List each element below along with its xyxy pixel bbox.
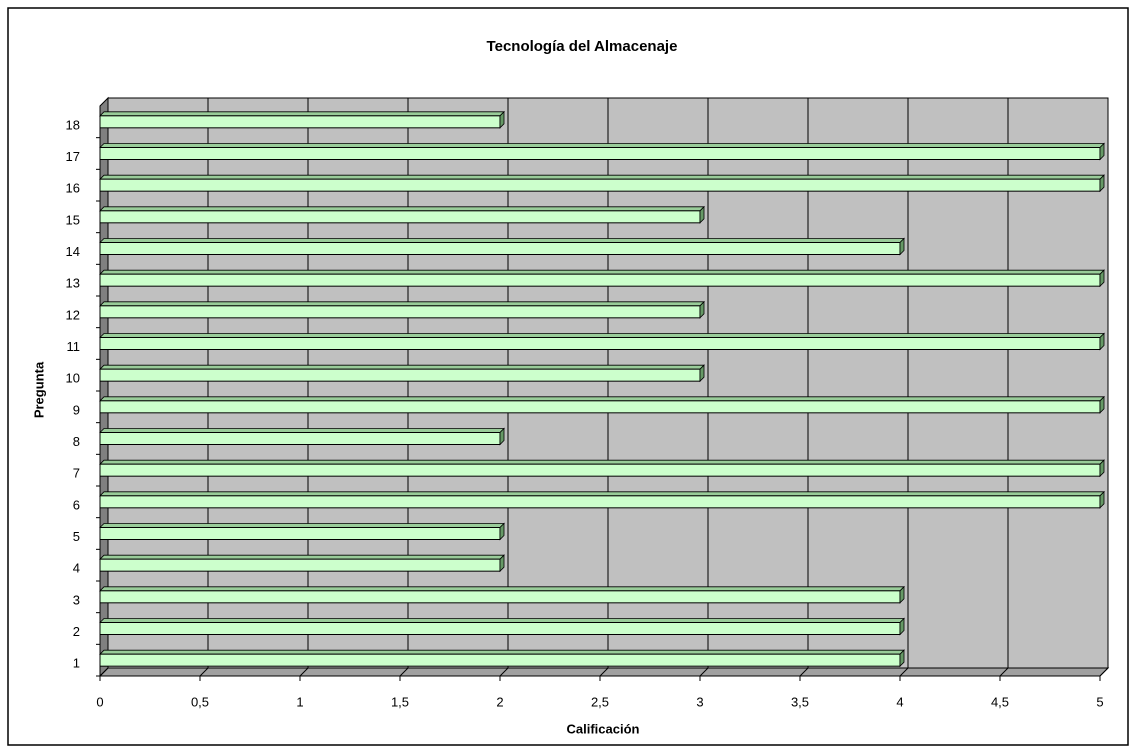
x-tick-label: 3,5 [791,694,809,709]
y-tick-label: 2 [73,624,80,639]
bar-top [99,143,1105,148]
bar-end [1099,142,1105,161]
y-axis-label: Pregunta [31,361,46,418]
bar-end [499,110,505,129]
bar [99,400,1101,414]
bar-top [99,428,505,433]
grid-line-floor [999,667,1009,677]
x-tick-label: 2,5 [591,694,609,709]
bar-top [99,618,905,623]
bar-end [1099,490,1105,509]
bar [99,463,1101,477]
chart-title: Tecnología del Almacenaje [487,38,678,55]
bar-top [99,364,705,370]
bar-top [99,649,905,655]
bar [99,210,701,224]
y-tick-label: 9 [73,402,80,417]
y-tick-label: 15 [66,212,80,227]
bar-top [99,174,1105,180]
bar [99,622,901,635]
bar-top [99,333,1105,338]
bar [99,115,501,129]
bar-end [1099,459,1105,478]
grid-line-floor [299,667,309,677]
bar-end [1099,395,1105,414]
bar [99,527,501,540]
bar [99,305,701,319]
y-tick-label: 17 [66,149,80,164]
bar-top [99,269,1105,275]
bar [99,273,1101,287]
x-tick-label: 4,5 [991,694,1009,709]
bar-end [499,554,505,573]
bar [99,147,1101,160]
bar-end [899,585,905,604]
bar [99,337,1101,350]
bar [99,178,1101,192]
y-tick-label: 14 [66,244,80,259]
y-tick-label: 8 [73,434,80,449]
y-tick-label: 16 [66,181,80,196]
bar-end [499,522,505,541]
bar-top [99,491,1105,497]
bar-top [99,238,905,243]
x-tick-label: 1 [296,694,303,709]
bar-top [99,523,505,528]
bar-end [1099,332,1105,351]
bar-top [99,459,1105,465]
bar-end [499,427,505,446]
bar-end [899,237,905,256]
y-tick-label: 4 [73,561,80,576]
x-tick-label: 2 [496,694,503,709]
bar-top [99,554,505,560]
bar-end [699,364,705,383]
grid-line-floor [199,667,209,677]
grid-line-floor [399,667,409,677]
bar-end [699,205,705,224]
bar-top [99,586,905,592]
x-tick-label: 3 [696,694,703,709]
bar-end [899,617,905,636]
bar-top [99,301,705,307]
bar-end [1099,174,1105,193]
y-tick-label: 13 [66,276,80,291]
bar [99,558,501,572]
bar [99,590,901,604]
y-tick-label: 18 [66,117,80,132]
bar-end [899,649,905,668]
x-tick-label: 0,5 [191,694,209,709]
y-tick-label: 11 [67,339,81,354]
grid-line-floor [99,667,109,677]
x-tick-label: 1,5 [391,694,409,709]
grid-line-floor [699,667,709,677]
grid-line-floor [899,667,909,677]
y-tick-label: 1 [73,656,80,671]
bar [99,242,901,255]
x-tick-label: 4 [896,694,903,709]
y-tick-label: 12 [66,307,80,322]
bar-end [1099,269,1105,288]
bar [99,653,901,667]
bar [99,432,501,445]
bar-top [99,206,705,212]
x-axis-label: Calificación [567,721,640,736]
x-tick-label: 0 [96,694,103,709]
y-tick-label: 6 [73,497,80,512]
y-tick-label: 7 [73,466,80,481]
bar-top [99,111,505,117]
x-tick-label: 5 [1096,694,1103,709]
bar-end [699,300,705,319]
grid-line-floor [1099,667,1109,677]
bar-top [99,396,1105,402]
y-tick-label: 3 [73,592,80,607]
y-tick-label: 10 [66,371,80,386]
grid-line-floor [499,667,509,677]
bar [99,368,701,382]
grid-line-floor [799,667,809,677]
bar [99,495,1101,509]
y-tick-label: 5 [73,529,80,544]
grid-line-floor [599,667,609,677]
